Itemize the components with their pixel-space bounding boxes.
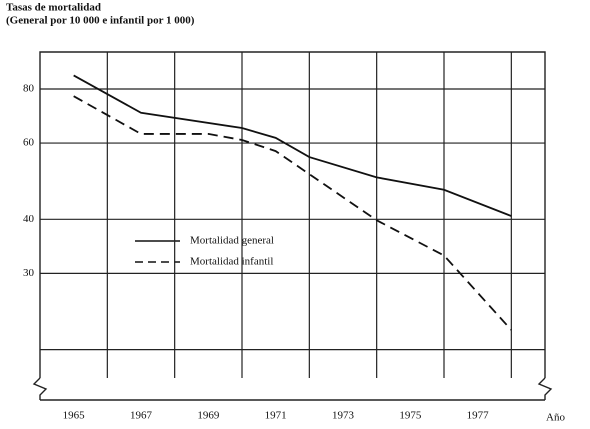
x-tick-label: 1969: [197, 410, 220, 422]
series-line: [73, 74, 512, 217]
x-tick-label: 1965: [63, 410, 86, 422]
x-axis-label: Año: [546, 412, 565, 424]
legend: Mortalidad general Mortalidad infantil: [135, 235, 274, 268]
frame: [32, 51, 553, 401]
y-tick-label: 80: [23, 83, 35, 95]
y-tick-label: 60: [23, 137, 35, 149]
chart-title: Tasas de mortalidad: [6, 2, 101, 14]
legend-label: Mortalidad general: [190, 235, 274, 247]
y-tick-label: 30: [23, 267, 35, 279]
x-tick-label: 1977: [467, 410, 490, 422]
x-tick-label: 1973: [332, 410, 355, 422]
chart-subtitle: (General por 10 000 e infantil por 1 000…: [6, 15, 195, 27]
x-tick-label: 1967: [130, 410, 153, 422]
series-line: [73, 95, 513, 331]
legend-label: Mortalidad infantil: [190, 256, 273, 268]
x-tick-label: 1975: [399, 410, 422, 422]
x-tick-label: 1971: [265, 410, 287, 422]
y-tick-label: 40: [23, 213, 35, 225]
